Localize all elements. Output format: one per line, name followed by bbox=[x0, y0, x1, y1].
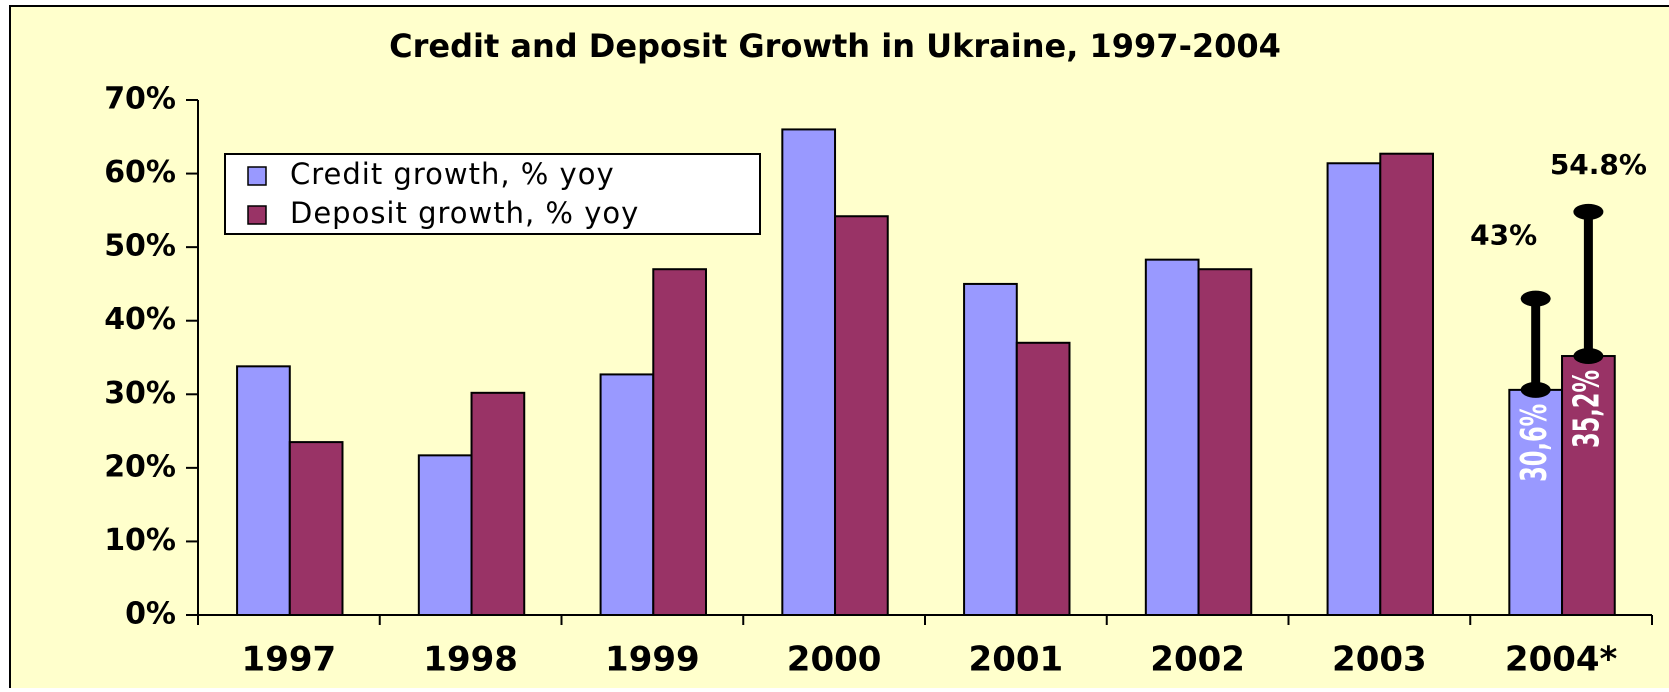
range-cap bbox=[1520, 381, 1551, 398]
y-tick-label: 40% bbox=[104, 302, 176, 337]
y-tick-label: 20% bbox=[104, 449, 176, 484]
bar bbox=[834, 215, 889, 616]
annotation: 54.8% bbox=[1550, 148, 1647, 181]
range-cap bbox=[1520, 290, 1551, 307]
value-label: 30,6% bbox=[1513, 404, 1555, 482]
x-tick-label: 1997 bbox=[242, 640, 337, 680]
legend-box bbox=[224, 153, 761, 235]
bar bbox=[1508, 388, 1564, 616]
x-tick-label: 1998 bbox=[423, 640, 518, 680]
range-cap bbox=[1573, 203, 1604, 220]
y-tick-label: 50% bbox=[104, 229, 176, 264]
bar bbox=[781, 128, 837, 617]
bar bbox=[417, 454, 473, 616]
range-cap bbox=[1573, 348, 1604, 365]
bar bbox=[470, 391, 526, 617]
bar bbox=[652, 268, 707, 616]
x-tick-label: 2003 bbox=[1332, 640, 1427, 680]
bar bbox=[288, 441, 344, 616]
bar bbox=[1197, 268, 1253, 616]
bar bbox=[1561, 355, 1616, 616]
y-tick-label: 60% bbox=[104, 155, 176, 190]
legend-label: Deposit growth, % yoy bbox=[290, 196, 639, 230]
legend-label: Credit growth, % yoy bbox=[290, 157, 615, 191]
x-tick-label: 2004* bbox=[1505, 640, 1618, 680]
bar bbox=[1015, 341, 1071, 616]
legend-swatch bbox=[247, 205, 267, 225]
bar bbox=[1144, 258, 1200, 616]
x-tick-label: 2001 bbox=[969, 640, 1064, 680]
bar bbox=[236, 365, 291, 617]
bar bbox=[1326, 162, 1382, 616]
y-tick-label: 30% bbox=[104, 376, 176, 411]
bar bbox=[599, 373, 655, 616]
legend-swatch bbox=[247, 166, 267, 186]
x-tick-label: 2000 bbox=[787, 640, 882, 680]
y-tick-label: 0% bbox=[125, 597, 176, 632]
y-tick-label: 10% bbox=[104, 523, 176, 558]
value-label: 35,2% bbox=[1566, 370, 1608, 448]
y-tick-label: 70% bbox=[104, 82, 176, 117]
x-tick-label: 1999 bbox=[605, 640, 700, 680]
bar bbox=[963, 282, 1018, 616]
x-tick-label: 2002 bbox=[1150, 640, 1245, 680]
bar bbox=[1379, 152, 1434, 616]
annotation: 43% bbox=[1470, 219, 1537, 252]
chart-title: Credit and Deposit Growth in Ukraine, 19… bbox=[389, 27, 1281, 65]
